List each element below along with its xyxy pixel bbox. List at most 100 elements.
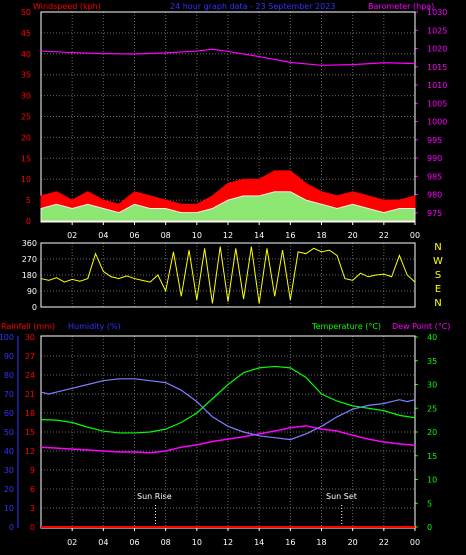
sunrise-label: Sun Rise [137, 492, 172, 501]
dewpoint-series-line [40, 425, 416, 454]
chart-plot-layer: 02 04 06 08 10 12 14 16 18 20 22 000510152025303540… [0, 8, 447, 547]
compass-label: N [434, 242, 441, 253]
dewpoint-axis-title: Dew Point (°C) [392, 322, 450, 331]
windspeed-axis-title: Windspeed (kph) [33, 2, 101, 11]
windspeed-tick-label: 40 [21, 50, 31, 59]
rainfall-tick-label: 6 [30, 485, 35, 494]
wind-plot-frame [40, 11, 416, 223]
weather-x-tick-label: 08 [161, 538, 171, 547]
rainfall-tick-label: 21 [25, 390, 35, 399]
direction-plot-frame [40, 242, 416, 308]
windspeed-tick-label: 0 [26, 217, 31, 226]
windspeed-tick-label: 20 [21, 133, 31, 142]
windspeed-tick-label: 35 [21, 71, 31, 80]
temperature-tick-label: 20 [427, 428, 437, 437]
barometer-tick-label: 980 [427, 191, 442, 200]
sunset-label: Sun Set [326, 492, 357, 501]
direction-tick-label: 180 [22, 271, 37, 280]
weather-x-tick-label: 00 [410, 538, 420, 547]
wind-x-tick-label: 06 [129, 231, 139, 240]
barometer-tick-label: 1030 [427, 8, 447, 17]
windspeed-tick-label: 25 [21, 113, 31, 122]
weather-x-tick-label: 06 [129, 538, 139, 547]
windspeed-tick-label: 30 [21, 92, 31, 101]
temperature-axis-title: Temperature (°C) [311, 322, 381, 331]
weather-x-tick-label: 12 [223, 538, 233, 547]
compass-label: E [435, 284, 441, 295]
windspeed-tick-label: 5 [26, 196, 31, 205]
humidity-tick-label: 80 [4, 371, 14, 380]
temperature-tick-label: 5 [427, 499, 432, 508]
barometer-tick-label: 1000 [427, 118, 447, 127]
weather-x-tick-label: 14 [254, 538, 264, 547]
temperature-tick-label: 40 [427, 333, 437, 342]
compass-label: S [435, 270, 441, 281]
temperature-series-line [40, 365, 416, 434]
humidity-tick-label: 10 [4, 504, 14, 513]
barometer-tick-label: 975 [427, 209, 442, 218]
weather-x-tick-label: 18 [316, 538, 326, 547]
humidity-series-line [40, 378, 416, 441]
humidity-tick-label: 70 [4, 390, 14, 399]
wind-x-tick-label: 16 [285, 231, 295, 240]
chart-title: 24 hour graph data - 23 September 2023 [170, 2, 335, 11]
wind-direction-series-line [40, 246, 416, 304]
humidity-tick-label: 90 [4, 352, 14, 361]
rainfall-tick-label: 0 [30, 523, 35, 532]
barometer-tick-label: 1005 [427, 99, 447, 108]
wind-x-tick-label: 08 [161, 231, 171, 240]
rainfall-tick-label: 3 [30, 504, 35, 513]
weather-x-tick-label: 02 [67, 538, 77, 547]
wind-x-tick-label: 18 [316, 231, 326, 240]
humidity-axis-title: Humidity (%) [68, 322, 121, 331]
rainfall-tick-label: 15 [25, 428, 35, 437]
temperature-tick-label: 30 [427, 381, 437, 390]
weather-x-tick-label: 22 [379, 538, 389, 547]
rainfall-tick-label: 24 [25, 371, 35, 380]
humidity-tick-label: 100 [0, 333, 14, 342]
wind-x-tick-label: 10 [192, 231, 202, 240]
weather-x-tick-label: 20 [348, 538, 358, 547]
rainfall-tick-label: 18 [25, 409, 35, 418]
humidity-tick-label: 20 [4, 485, 14, 494]
wind-x-tick-label: 00 [410, 231, 420, 240]
barometer-axis-title: Barometer (hpa) [368, 2, 434, 11]
barometer-tick-label: 1010 [427, 81, 447, 90]
barometer-tick-label: 1025 [427, 26, 447, 35]
windspeed-tick-label: 45 [21, 29, 31, 38]
barometer-tick-label: 1015 [427, 63, 447, 72]
barometer-series-line [40, 48, 416, 66]
barometer-tick-label: 995 [427, 136, 442, 145]
temperature-tick-label: 35 [427, 357, 437, 366]
rainfall-tick-label: 30 [25, 333, 35, 342]
weather-x-tick-label: 16 [285, 538, 295, 547]
rainfall-tick-label: 27 [25, 352, 35, 361]
wind-x-tick-label: 14 [254, 231, 264, 240]
humidity-tick-label: 50 [4, 428, 14, 437]
direction-tick-label: 90 [27, 287, 37, 296]
wind-x-tick-label: 02 [67, 231, 77, 240]
humidity-tick-label: 40 [4, 447, 14, 456]
wind-x-tick-label: 22 [379, 231, 389, 240]
weather-x-tick-label: 04 [98, 538, 108, 547]
windspeed-tick-label: 50 [21, 8, 31, 17]
wind-x-tick-label: 12 [223, 231, 233, 240]
windspeed-tick-label: 10 [21, 175, 31, 184]
windspeed-tick-label: 15 [21, 154, 31, 163]
direction-tick-label: 0 [32, 303, 37, 312]
temperature-tick-label: 0 [427, 523, 432, 532]
direction-tick-label: 360 [22, 239, 37, 248]
temperature-tick-label: 15 [427, 452, 437, 461]
humidity-tick-label: 0 [9, 523, 14, 532]
wind-x-tick-label: 20 [348, 231, 358, 240]
rainfall-axis-title: Rainfall (mm) [1, 322, 55, 331]
barometer-tick-label: 985 [427, 172, 442, 181]
compass-label: W [433, 256, 443, 267]
humidity-tick-label: 30 [4, 466, 14, 475]
rainfall-tick-label: 12 [25, 447, 35, 456]
rainfall-tick-label: 9 [30, 466, 35, 475]
humidity-tick-label: 60 [4, 409, 14, 418]
windspeed-series-area [40, 191, 416, 222]
direction-tick-label: 270 [22, 255, 37, 264]
